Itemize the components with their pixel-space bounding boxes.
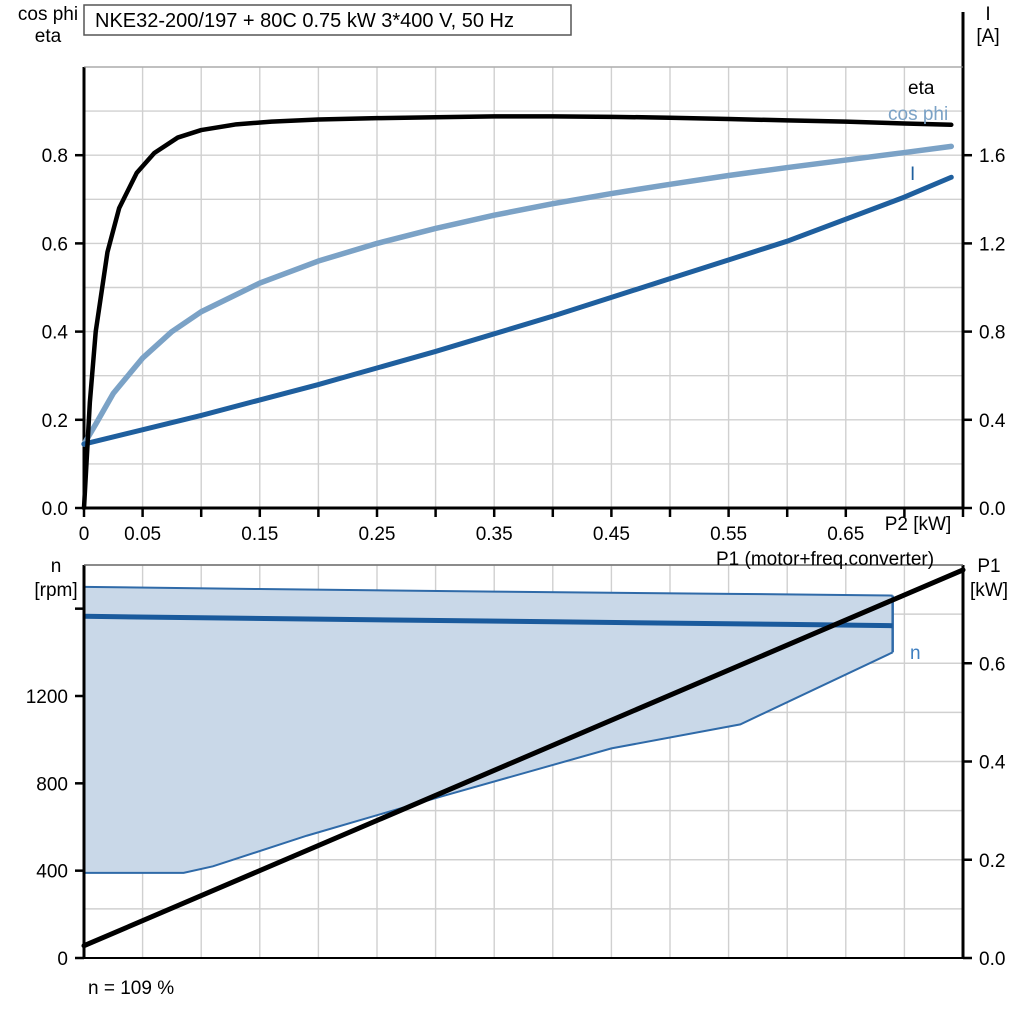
- top-left-axis-title-line1: cos phi: [18, 4, 78, 25]
- speed-percentage-note: n = 109 %: [88, 978, 174, 999]
- top-chart: NKE32-200/197 + 80C 0.75 kW 3*400 V, 50 …: [0, 0, 1024, 548]
- bottom-right-axis-title-line2: [kW]: [970, 580, 1008, 601]
- performance-chart-page: NKE32-200/197 + 80C 0.75 kW 3*400 V, 50 …: [0, 0, 1024, 1024]
- svg-text:0.0: 0.0: [979, 499, 1005, 520]
- svg-text:0.55: 0.55: [710, 524, 747, 545]
- p1-curve-label: P1 (motor+freq.converter): [716, 549, 934, 570]
- svg-text:800: 800: [36, 774, 68, 795]
- cos-phi-curve: [84, 146, 951, 444]
- svg-text:0.4: 0.4: [979, 411, 1006, 432]
- top-x-axis-title: P2 [kW]: [885, 514, 952, 535]
- current-curve: [84, 177, 951, 444]
- bottom-left-axis-title-line2: [rpm]: [34, 580, 77, 601]
- svg-text:0.0: 0.0: [979, 949, 1005, 970]
- svg-text:0.15: 0.15: [241, 524, 278, 545]
- svg-text:1.2: 1.2: [979, 234, 1005, 255]
- svg-text:0: 0: [57, 949, 68, 970]
- top-right-axis-title-line2: [A]: [976, 26, 999, 47]
- svg-text:0.45: 0.45: [593, 524, 630, 545]
- svg-text:400: 400: [36, 862, 68, 883]
- svg-text:0.35: 0.35: [476, 524, 513, 545]
- title-box-label: NKE32-200/197 + 80C 0.75 kW 3*400 V, 50 …: [95, 10, 514, 32]
- svg-text:0.8: 0.8: [979, 323, 1005, 344]
- svg-text:0.6: 0.6: [42, 234, 68, 255]
- current-curve-label: I: [910, 164, 915, 185]
- svg-text:1.6: 1.6: [979, 146, 1005, 167]
- speed-range-band: [84, 587, 893, 873]
- top-right-axis-title-line1: I: [985, 4, 990, 25]
- bottom-chart: 040080012000.00.20.40.6 n [rpm] P1 [kW] …: [0, 548, 1024, 1024]
- svg-text:0.0: 0.0: [42, 499, 68, 520]
- cos-phi-curve-label: cos phi: [888, 104, 948, 125]
- top-chart-tick-labels: 0 0.05 0.15 0.25 0.35 0.45 0.55 0.65 0.0 0.2 0.4 0.…: [42, 146, 1006, 545]
- svg-text:0.4: 0.4: [42, 323, 69, 344]
- svg-text:0: 0: [79, 524, 90, 545]
- top-chart-gridlines: [84, 67, 963, 508]
- svg-text:0.6: 0.6: [979, 654, 1005, 675]
- speed-curve-label: n: [910, 643, 921, 664]
- svg-text:0.2: 0.2: [979, 851, 1005, 872]
- svg-text:0.8: 0.8: [42, 146, 68, 167]
- bottom-left-axis-title-line1: n: [51, 556, 62, 577]
- svg-text:0.2: 0.2: [42, 411, 68, 432]
- top-left-axis-title-line2: eta: [35, 26, 62, 47]
- eta-curve-label: eta: [908, 78, 935, 99]
- svg-text:0.65: 0.65: [827, 524, 864, 545]
- svg-text:0.05: 0.05: [124, 524, 161, 545]
- bottom-right-axis-title-line1: P1: [977, 556, 1000, 577]
- svg-text:0.4: 0.4: [979, 753, 1006, 774]
- svg-text:1200: 1200: [26, 687, 68, 708]
- svg-text:0.25: 0.25: [359, 524, 396, 545]
- eta-curve: [84, 116, 951, 508]
